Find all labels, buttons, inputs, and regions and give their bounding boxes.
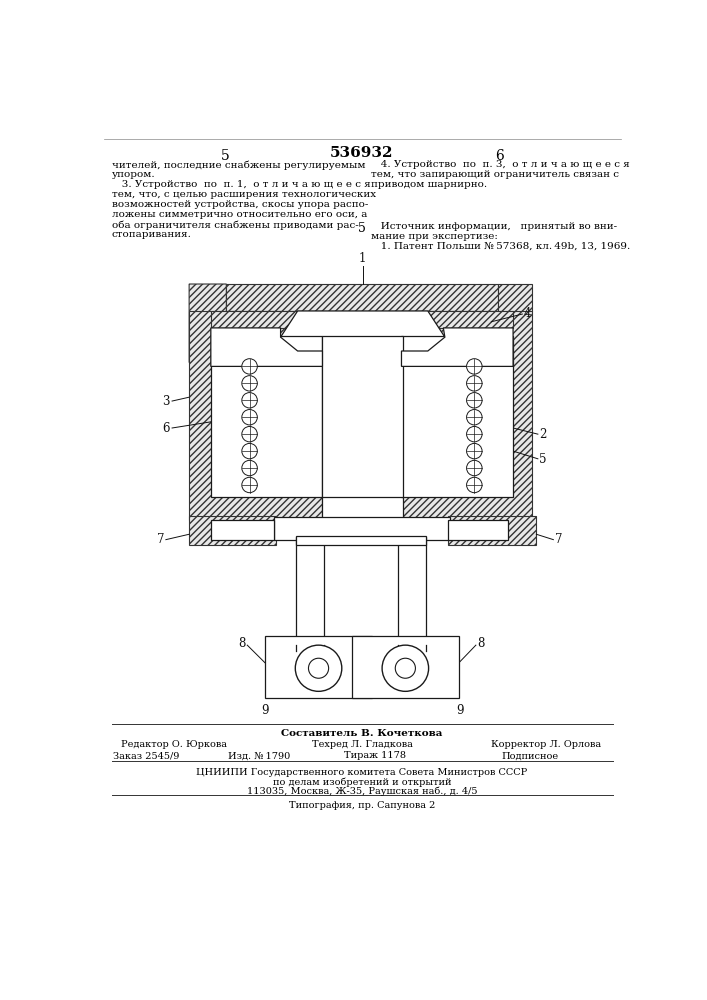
Text: 1. Патент Польши № 57368, кл. 49b, 13, 1969.: 1. Патент Польши № 57368, кл. 49b, 13, 1…	[371, 242, 631, 251]
Polygon shape	[498, 284, 532, 363]
Circle shape	[242, 477, 257, 493]
Bar	[448, 520, 508, 540]
Circle shape	[308, 658, 329, 678]
Circle shape	[467, 393, 482, 408]
Text: 5: 5	[539, 453, 547, 466]
Text: 4: 4	[524, 307, 532, 320]
Text: 5: 5	[358, 222, 366, 235]
Circle shape	[395, 658, 416, 678]
Text: 7: 7	[555, 533, 563, 546]
Circle shape	[242, 410, 257, 425]
Bar	[322, 359, 403, 520]
Text: Корректор Л. Орлова: Корректор Л. Орлова	[491, 740, 601, 749]
Text: приводом шарнирно.: приводом шарнирно.	[371, 180, 487, 189]
Bar	[402, 336, 513, 497]
Bar	[426, 311, 513, 328]
Text: Редактор О. Юркова: Редактор О. Юркова	[121, 740, 227, 749]
Bar	[274, 517, 450, 540]
Circle shape	[296, 645, 341, 691]
Text: 536932: 536932	[330, 146, 394, 160]
Text: стопаривания.: стопаривания.	[112, 230, 192, 239]
Circle shape	[242, 359, 257, 374]
Circle shape	[382, 645, 428, 691]
Text: 1: 1	[359, 252, 366, 265]
Text: тем, что, с целью расширения технологических: тем, что, с целью расширения технологиче…	[112, 190, 375, 199]
Text: Подписное: Подписное	[501, 751, 559, 760]
Text: Изд. № 1790: Изд. № 1790	[228, 751, 290, 760]
Text: Техред Л. Гладкова: Техред Л. Гладкова	[312, 740, 412, 749]
Polygon shape	[402, 328, 513, 366]
Text: упором.: упором.	[112, 170, 156, 179]
Text: ЦНИИПИ Государственного комитета Совета Министров СССР: ЦНИИПИ Государственного комитета Совета …	[197, 768, 527, 777]
Text: 2: 2	[539, 428, 547, 441]
Text: тем, что запирающий ограничитель связан с: тем, что запирающий ограничитель связан …	[371, 170, 619, 179]
Circle shape	[467, 376, 482, 391]
Circle shape	[467, 426, 482, 442]
Text: мание при экспертизе:: мание при экспертизе:	[371, 232, 498, 241]
Bar	[448, 516, 537, 545]
Circle shape	[242, 460, 257, 476]
Text: Источник информации,   принятый во вни-: Источник информации, принятый во вни-	[371, 222, 617, 231]
Circle shape	[467, 359, 482, 374]
Bar	[189, 311, 322, 520]
Circle shape	[242, 443, 257, 459]
Bar	[211, 311, 298, 328]
Bar	[402, 311, 532, 520]
Polygon shape	[189, 284, 226, 363]
Circle shape	[467, 477, 482, 493]
Circle shape	[467, 443, 482, 459]
Text: по делам изобретений и открытий: по делам изобретений и открытий	[273, 778, 451, 787]
Text: 3: 3	[162, 395, 170, 408]
Text: оба ограничителя снабжены приводами рас-: оба ограничителя снабжены приводами рас-	[112, 220, 358, 230]
Text: 4. Устройство  по  п. 3,  о т л и ч а ю щ е е с я: 4. Устройство по п. 3, о т л и ч а ю щ е…	[371, 160, 630, 169]
Text: 6: 6	[162, 422, 170, 434]
Polygon shape	[211, 328, 322, 366]
Polygon shape	[265, 636, 372, 698]
Bar	[211, 336, 322, 497]
Circle shape	[242, 393, 257, 408]
Bar	[322, 336, 403, 497]
Text: 113035, Москва, Ж-35, Раушская наб., д. 4/5: 113035, Москва, Ж-35, Раушская наб., д. …	[247, 787, 477, 796]
Text: Тираж 1178: Тираж 1178	[344, 751, 406, 760]
Text: 8: 8	[238, 637, 246, 650]
Polygon shape	[352, 636, 459, 698]
Text: 9: 9	[262, 704, 269, 717]
Text: 7: 7	[157, 533, 164, 546]
Circle shape	[242, 376, 257, 391]
Text: чителей, последние снабжены регулируемым: чителей, последние снабжены регулируемым	[112, 160, 365, 170]
Circle shape	[467, 460, 482, 476]
Text: 3. Устройство  по  п. 1,  о т л и ч а ю щ е е с я: 3. Устройство по п. 1, о т л и ч а ю щ е…	[112, 180, 370, 189]
Text: ложены симметрично относительно его оси, а: ложены симметрично относительно его оси,…	[112, 210, 367, 219]
Text: 9: 9	[457, 704, 464, 717]
Text: Заказ 2545/9: Заказ 2545/9	[113, 751, 180, 760]
Bar	[211, 520, 274, 540]
Text: 6: 6	[495, 149, 503, 163]
Text: Типография, пр. Сапунова 2: Типография, пр. Сапунова 2	[288, 801, 435, 810]
Bar	[226, 284, 498, 311]
Polygon shape	[281, 311, 445, 362]
Text: 5: 5	[221, 149, 230, 163]
Text: возможностей устройства, скосы упора распо-: возможностей устройства, скосы упора рас…	[112, 200, 368, 209]
Bar	[189, 516, 276, 545]
Circle shape	[467, 410, 482, 425]
Bar	[296, 536, 426, 545]
Circle shape	[242, 426, 257, 442]
Bar	[296, 537, 324, 651]
Bar	[398, 537, 426, 651]
Text: 8: 8	[477, 637, 485, 650]
Text: Составитель В. Кочеткова: Составитель В. Кочеткова	[281, 729, 443, 738]
